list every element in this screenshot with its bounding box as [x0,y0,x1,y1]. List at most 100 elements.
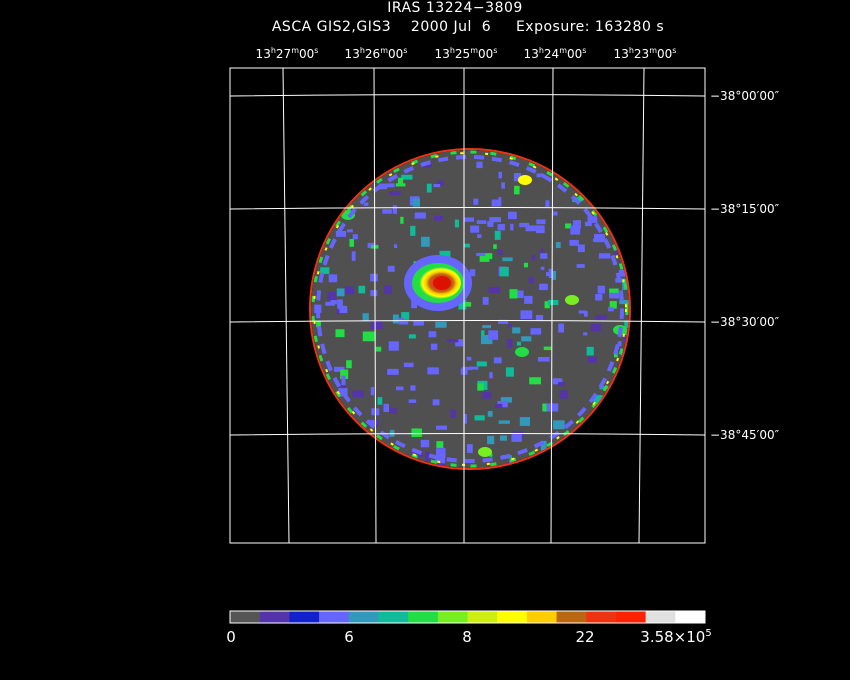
noise-blob [450,409,456,418]
noise-blob [544,301,550,309]
noise-blob [395,386,404,391]
colorbar-swatch [675,611,706,623]
noise-blob [497,224,505,231]
colorbar-swatch [348,611,379,623]
colorbar-label-max: 3.58×105 [640,628,712,646]
colorbar-swatch [586,611,617,623]
noise-blob [619,299,629,305]
noise-blob [425,451,430,462]
noise-blob [595,314,607,320]
noise-blob [577,244,585,253]
noise-blob [477,234,482,238]
noise-blob [512,431,524,438]
colorbar-swatch [497,611,528,623]
noise-blob [382,209,392,214]
noise-blob [387,265,395,272]
ra-grid-line [550,67,554,544]
noise-blob [558,382,565,387]
ra-label-1: 13h27m00s [255,46,319,61]
noise-blob [537,356,550,362]
noise-blob [587,356,597,363]
ra-label-5: 13h23m00s [613,46,677,61]
colorbar-swatch [230,611,261,623]
noise-blob [436,448,446,458]
noise-blob [552,270,556,280]
noise-blob [489,217,502,223]
colorbar-label-min: 0 [226,628,236,646]
colorbar-swatch [289,611,320,623]
noise-blob [521,336,532,342]
bright-knot [518,175,532,185]
noise-blob [559,390,568,399]
noise-blob [508,323,512,328]
noise-blob [337,299,343,308]
noise-blob [410,225,416,236]
noise-blob [410,385,416,391]
noise-blob [397,177,404,185]
noise-blob [505,367,514,377]
noise-blob [584,311,588,317]
colorbar-swatch [259,611,290,623]
noise-blob [587,216,598,223]
noise-blob [400,216,404,224]
noise-blob [491,199,501,207]
noise-blob [413,320,424,326]
noise-blob [347,229,353,233]
noise-blob [523,262,529,268]
colorbar-label-8: 8 [462,628,472,646]
noise-blob [608,307,614,312]
noise-blob [395,183,406,187]
noise-blob [555,242,561,249]
bright-knot [515,347,529,357]
noise-blob [508,211,517,220]
noise-blob [316,320,321,328]
noise-blob [476,361,487,367]
noise-blob [498,171,502,179]
noise-blob [482,391,492,399]
noise-blob [320,267,330,274]
noise-blob [519,417,530,426]
image-title: IRAS 13224−3809 [387,0,523,16]
noise-blob [466,444,473,453]
noise-blob [430,343,438,350]
noise-blob [392,314,399,324]
noise-blob [498,420,510,424]
noise-blob [539,283,548,291]
noise-blob [584,221,592,227]
noise-blob [609,292,620,299]
noise-blob [341,381,345,391]
noise-blob [540,248,544,256]
noise-blob [463,413,468,424]
noise-blob [511,434,522,442]
noise-blob [455,339,463,347]
coordinate-grid [229,67,706,544]
noise-blob [500,266,509,277]
noise-blob [401,174,413,180]
detector-rim-blue [316,155,624,463]
noise-blob [536,173,544,178]
noise-blob [408,334,416,339]
noise-blob [435,321,447,328]
noise-blob [346,360,352,369]
noise-blob [385,183,395,188]
noise-blob [398,321,409,325]
dec-grid-line [229,94,706,97]
noise-blob [494,230,501,240]
noise-blob [598,253,611,259]
noise-blob [401,312,410,320]
noise-blob [509,289,518,299]
noise-blob [489,372,493,379]
noise-blob [463,217,475,222]
noise-blob [535,225,545,234]
noise-blob [516,341,521,346]
noise-blob [493,244,497,249]
noise-blob [335,329,345,338]
colorbar-swatch [645,611,676,623]
noise-blob [624,320,629,329]
dec-grid-line [229,207,706,210]
noise-blob [501,182,505,189]
noise-blob [362,313,369,322]
noise-blob [590,323,601,332]
colorbar-swatch [467,611,498,623]
